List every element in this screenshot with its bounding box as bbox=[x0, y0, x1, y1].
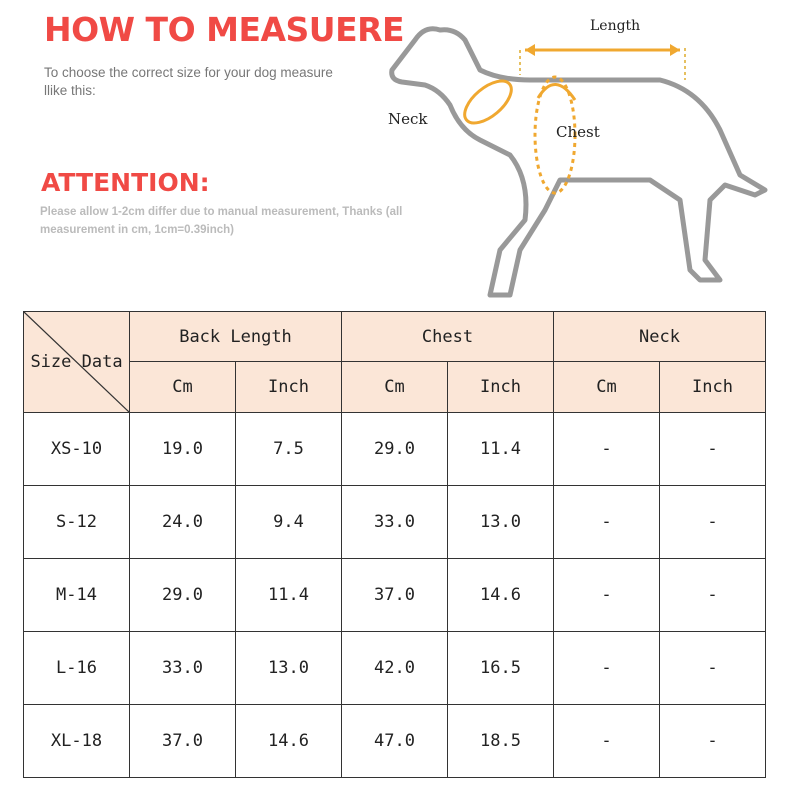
value-cell: 11.4 bbox=[235, 558, 342, 632]
value-cell: 42.0 bbox=[341, 631, 448, 705]
length-label: Length bbox=[590, 18, 641, 34]
corner-label: Size Data bbox=[30, 352, 123, 372]
unit-header: Cm bbox=[341, 361, 448, 413]
value-cell: - bbox=[553, 485, 660, 559]
table-row: L-16 33.0 13.0 42.0 16.5- - bbox=[23, 631, 766, 705]
table-row: XL-18 37.0 14.6 47.0 18.5- - bbox=[23, 704, 766, 778]
attention-title: ATTENTION: bbox=[41, 168, 210, 197]
unit-header: Cm bbox=[553, 361, 660, 413]
value-cell: 14.6 bbox=[235, 704, 342, 778]
value-cell: 14.6 bbox=[447, 558, 554, 632]
value-cell: 19.0 bbox=[129, 412, 236, 486]
diagonal-line bbox=[24, 312, 129, 412]
value-cell: 24.0 bbox=[129, 485, 236, 559]
value-cell: - bbox=[659, 485, 766, 559]
attention-text: Please allow 1-2cm differ due to manual … bbox=[40, 206, 403, 236]
value-cell: 9.4 bbox=[235, 485, 342, 559]
value-cell: 11.4 bbox=[447, 412, 554, 486]
chest-label: Chest bbox=[556, 123, 600, 141]
size-cell: L-16 bbox=[23, 631, 130, 705]
value-cell: - bbox=[553, 558, 660, 632]
value-cell: 33.0 bbox=[341, 485, 448, 559]
unit-header: Cm bbox=[129, 361, 236, 413]
size-cell: XL-18 bbox=[23, 704, 130, 778]
value-cell: 47.0 bbox=[341, 704, 448, 778]
value-cell: - bbox=[659, 704, 766, 778]
value-cell: 16.5 bbox=[447, 631, 554, 705]
table-row: M-14 29.0 11.4 37.0 14.6- - bbox=[23, 558, 766, 632]
value-cell: - bbox=[553, 412, 660, 486]
unit-header: Inch bbox=[235, 361, 342, 413]
unit-header: Inch bbox=[659, 361, 766, 413]
group-header: Chest bbox=[341, 311, 554, 362]
size-chart-table: Size Data Back Length Chest Neck Cm Inch… bbox=[23, 311, 766, 778]
value-cell: 18.5 bbox=[447, 704, 554, 778]
table-row: S-12 24.0 9.4 33.0 13.0- - bbox=[23, 485, 766, 559]
group-header: Back Length bbox=[129, 311, 342, 362]
size-cell: XS-10 bbox=[23, 412, 130, 486]
unit-header: Inch bbox=[447, 361, 554, 413]
value-cell: 7.5 bbox=[235, 412, 342, 486]
value-cell: 37.0 bbox=[341, 558, 448, 632]
value-cell: 33.0 bbox=[129, 631, 236, 705]
corner-header-cell: Size Data bbox=[23, 311, 130, 413]
dog-measure-diagram: Length Neck Chest bbox=[380, 10, 780, 305]
neck-label: Neck bbox=[388, 110, 428, 128]
group-header: Neck bbox=[553, 311, 766, 362]
size-cell: S-12 bbox=[23, 485, 130, 559]
value-cell: - bbox=[659, 631, 766, 705]
value-cell: - bbox=[553, 704, 660, 778]
value-cell: 29.0 bbox=[341, 412, 448, 486]
value-cell: 37.0 bbox=[129, 704, 236, 778]
value-cell: - bbox=[553, 631, 660, 705]
intro-text: To choose the correct size for your dog … bbox=[44, 65, 333, 98]
value-cell: - bbox=[659, 558, 766, 632]
value-cell: 13.0 bbox=[235, 631, 342, 705]
value-cell: - bbox=[659, 412, 766, 486]
page-title: HOW TO MEASUERE bbox=[44, 10, 405, 49]
table-row: XS-10 19.0 7.5 29.0 11.4- - bbox=[23, 412, 766, 486]
dog-outline-illustration bbox=[389, 26, 768, 298]
value-cell: 29.0 bbox=[129, 558, 236, 632]
value-cell: 13.0 bbox=[447, 485, 554, 559]
size-cell: M-14 bbox=[23, 558, 130, 632]
